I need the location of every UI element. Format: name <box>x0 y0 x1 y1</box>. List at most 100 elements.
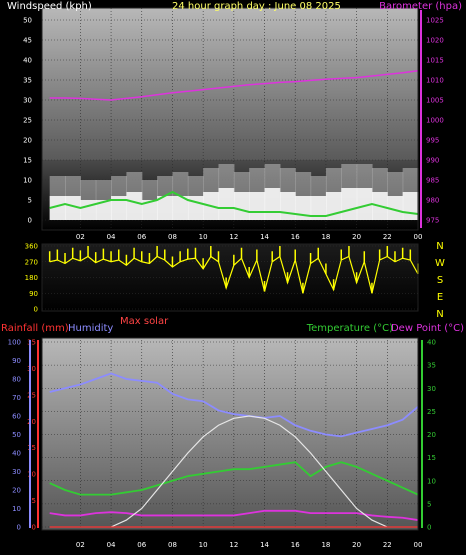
barometer-y-tick: 1015 <box>426 57 444 65</box>
rain-y-tick: 5 <box>32 497 36 505</box>
wind-x-tick: 22 <box>383 233 392 241</box>
wind-speed-bar <box>65 196 81 220</box>
wind-y-tick: 45 <box>23 37 32 45</box>
temperature-axis-title: Temperature (°C) <box>306 323 393 334</box>
wind-speed-bar <box>80 200 97 220</box>
wind-x-tick: 02 <box>76 233 85 241</box>
wind-x-tick: 04 <box>107 233 116 241</box>
chart-series <box>48 70 419 528</box>
wind-y-tick: 50 <box>23 17 32 25</box>
wind-y-tick: 30 <box>23 97 32 105</box>
wind-speed-bar <box>218 188 235 220</box>
wind-speed-bar <box>310 196 327 220</box>
direction-y-tick: 270 <box>25 258 38 266</box>
barometer-y-tick: 1010 <box>426 77 444 85</box>
wind-speed-bar <box>126 192 143 220</box>
wind-speed-bar <box>95 200 112 220</box>
temp-x-tick: 08 <box>168 541 177 549</box>
dewpoint-axis-title: Dew Point (°C) <box>391 323 464 334</box>
humidity-y-tick: 70 <box>12 394 21 402</box>
temp-y-tick: 5 <box>427 500 431 508</box>
wind-speed-bar <box>279 192 296 220</box>
wind-speed-bar <box>141 200 158 220</box>
rain-y-tick: 30 <box>27 365 36 373</box>
temp-y-tick: 25 <box>427 408 436 416</box>
barometer-y-tick: 980 <box>426 197 439 205</box>
temp-x-tick: 04 <box>107 541 116 549</box>
wind-x-tick: 18 <box>321 233 330 241</box>
wind-y-tick: 10 <box>23 177 32 185</box>
compass-e: E <box>437 292 443 303</box>
wind-x-tick: 00 <box>414 233 423 241</box>
wind-average-line <box>49 190 419 217</box>
temp-x-tick: 10 <box>199 541 208 549</box>
rain-y-tick: 20 <box>27 418 36 426</box>
humidity-y-tick: 20 <box>12 487 21 495</box>
rain-y-tick: 25 <box>27 391 36 399</box>
wind-speed-bar <box>111 196 128 220</box>
barometer-y-tick: 990 <box>426 157 439 165</box>
wind-x-tick: 08 <box>168 233 177 241</box>
wind-panel-border <box>41 7 419 231</box>
rain-y-tick: 15 <box>27 444 36 452</box>
temp-y-tick: 15 <box>427 454 436 462</box>
direction-y-tick: 90 <box>29 290 38 298</box>
barometer-line <box>49 70 419 101</box>
wind-y-tick: 35 <box>23 77 32 85</box>
compass-s: S <box>437 275 443 286</box>
temp-panel-bg <box>42 338 418 530</box>
humidity-y-tick: 30 <box>12 468 21 476</box>
dewpoint-line <box>49 509 419 521</box>
temp-y-tick: 35 <box>427 362 436 370</box>
direction-panel-border <box>41 243 419 312</box>
compass-n-bottom: N <box>436 309 443 320</box>
temp-x-tick: 02 <box>76 541 85 549</box>
direction-y-tick: 360 <box>25 243 38 251</box>
barometer-axis-title: Barometer (hpa) <box>379 1 462 12</box>
wind-speed-bar <box>157 196 174 220</box>
wind-y-tick: 15 <box>23 157 32 165</box>
humidity-y-tick: 60 <box>12 413 21 421</box>
barometer-y-tick: 985 <box>426 177 439 185</box>
wind-speed-bar <box>233 192 250 220</box>
chart-title: 24 hour graph day : June 08 2025 <box>172 1 341 12</box>
humidity-y-tick: 0 <box>17 524 21 532</box>
humidity-y-tick: 90 <box>12 357 21 365</box>
humidity-line <box>49 372 419 438</box>
temp-y-tick: 40 <box>427 339 436 347</box>
humidity-y-tick: 10 <box>12 505 21 513</box>
wind-panel-upper-bg <box>42 8 418 160</box>
direction-y-tick: 0 <box>34 306 38 314</box>
wind-x-tick: 10 <box>199 233 208 241</box>
temp-panel-border <box>41 337 419 531</box>
compass-w: W <box>435 258 445 269</box>
wind-speed-bar <box>49 196 66 220</box>
wind-y-tick: 5 <box>28 197 32 205</box>
temp-y-tick: 30 <box>427 385 436 393</box>
max-solar-label: Max solar <box>120 316 169 327</box>
temp-x-tick: 12 <box>229 541 238 549</box>
wind-speed-bar <box>356 188 373 220</box>
humidity-y-tick: 40 <box>12 450 21 458</box>
rainfall-axis-title: Rainfall (mm) <box>1 323 69 334</box>
temperature-line <box>49 461 419 496</box>
temp-y-tick: 10 <box>427 477 436 485</box>
temp-x-tick: 06 <box>137 541 146 549</box>
wind-x-tick: 12 <box>229 233 238 241</box>
temp-y-tick: 0 <box>427 524 431 532</box>
barometer-y-tick: 975 <box>426 217 439 225</box>
temp-x-tick: 20 <box>352 541 361 549</box>
wind-y-tick: 20 <box>23 137 32 145</box>
barometer-y-tick: 995 <box>426 137 439 145</box>
temp-x-tick: 14 <box>260 541 269 549</box>
temp-x-tick: 18 <box>321 541 330 549</box>
wind-speed-bar <box>172 196 189 220</box>
rain-y-tick: 35 <box>27 339 36 347</box>
wind-x-tick: 16 <box>291 233 300 241</box>
temp-x-tick: 00 <box>414 541 423 549</box>
humidity-y-tick: 100 <box>8 339 21 347</box>
windspeed-axis-title: Windspeed (kph) <box>7 1 92 12</box>
tick-labels: 0510152025303540455097598098599099510001… <box>8 17 444 550</box>
wind-y-tick: 40 <box>23 57 32 65</box>
